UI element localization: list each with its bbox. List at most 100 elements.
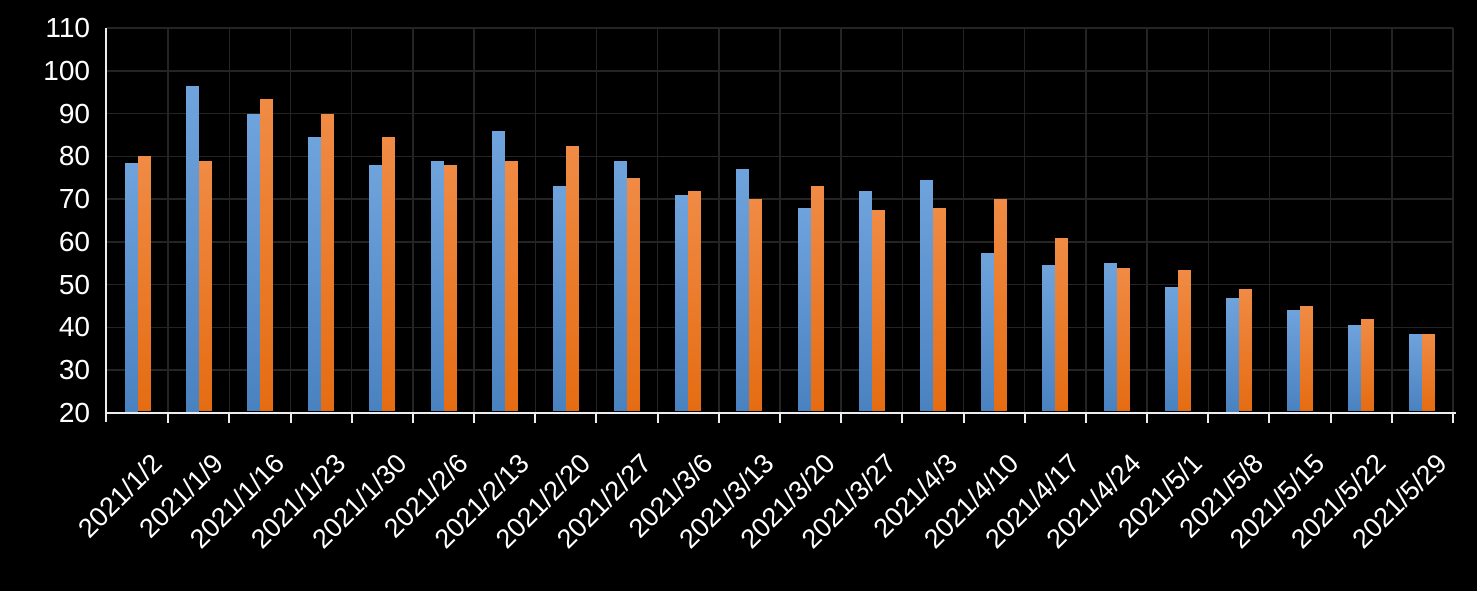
x-axis-tick — [1084, 414, 1087, 423]
bar-blue-series — [919, 179, 933, 412]
bar-orange-series — [688, 190, 702, 412]
x-axis-tick — [228, 414, 231, 423]
bar-blue-series — [1287, 310, 1301, 412]
bar-orange-series — [1177, 269, 1191, 412]
bar-blue-series — [736, 169, 750, 412]
v-gridline — [1391, 28, 1393, 413]
bar-blue-series — [981, 252, 995, 412]
x-axis-tick — [1329, 414, 1332, 423]
x-axis-tick — [595, 414, 598, 423]
x-axis-tick — [656, 414, 659, 423]
bar-orange-series — [749, 199, 763, 412]
v-gridline — [350, 28, 353, 413]
x-axis-tick — [534, 414, 537, 423]
bar-orange-series — [1300, 306, 1314, 412]
bar-orange-series — [443, 164, 457, 412]
y-tick-label: 110 — [45, 12, 90, 43]
y-tick-label: 80 — [58, 140, 90, 172]
x-axis-tick — [840, 414, 843, 423]
bar-blue-series — [1348, 325, 1362, 412]
v-gridline — [228, 28, 231, 413]
bar-orange-series — [198, 160, 212, 412]
bar-orange-series — [994, 199, 1008, 412]
y-tick-label: 70 — [58, 183, 90, 215]
x-axis-tick — [1146, 414, 1149, 423]
bar-blue-series — [552, 186, 566, 412]
v-gridline — [1023, 28, 1026, 413]
bar-blue-series — [1409, 333, 1423, 412]
v-gridline — [595, 28, 598, 413]
v-gridline — [901, 28, 904, 413]
v-gridline — [1329, 28, 1332, 413]
x-axis-tick — [779, 414, 781, 423]
v-gridline — [779, 28, 781, 413]
bar-blue-series — [369, 164, 383, 412]
x-axis-tick — [473, 414, 476, 423]
v-gridline — [718, 28, 720, 413]
v-gridline — [1268, 28, 1271, 413]
v-gridline — [412, 28, 414, 413]
v-gridline — [1085, 28, 1087, 413]
bar-orange-series — [1055, 237, 1069, 412]
bar-orange-series — [504, 160, 518, 412]
bar-blue-series — [430, 160, 444, 412]
x-axis-tick — [350, 414, 353, 423]
bar-orange-series — [137, 156, 151, 412]
bar-blue-series — [1164, 286, 1178, 412]
bar-blue-series — [614, 160, 628, 412]
bar-orange-series — [1361, 318, 1375, 412]
y-tick-label: 100 — [43, 54, 90, 86]
bar-blue-series — [308, 137, 322, 412]
x-axis-tick — [411, 414, 414, 423]
bar-blue-series — [858, 190, 872, 412]
y-tick-label: 60 — [58, 225, 90, 257]
x-axis-tick — [289, 414, 292, 423]
v-gridline — [962, 28, 965, 413]
y-tick-label: 90 — [58, 97, 90, 129]
bar-orange-series — [1116, 267, 1130, 412]
bar-blue-series — [491, 130, 505, 412]
bar-blue-series — [1042, 265, 1056, 412]
bar-blue-series — [246, 113, 260, 412]
x-axis-tick — [1023, 414, 1026, 423]
y-tick-label: 30 — [58, 354, 90, 386]
bar-orange-series — [627, 177, 641, 412]
bar-orange-series — [259, 98, 273, 412]
x-axis-tick — [717, 414, 720, 423]
bar-blue-series — [675, 194, 689, 412]
y-tick-label: 40 — [58, 311, 90, 343]
bar-orange-series — [382, 137, 396, 412]
y-tick-label: 20 — [58, 397, 90, 428]
bar-orange-series — [932, 207, 946, 412]
v-gridline — [656, 28, 659, 413]
y-axis-line — [104, 28, 107, 422]
x-axis-tick — [1268, 414, 1271, 423]
bar-orange-series — [1422, 333, 1436, 412]
v-gridline — [167, 28, 169, 413]
v-gridline — [289, 28, 292, 413]
v-gridline — [1207, 28, 1210, 413]
v-gridline — [473, 28, 475, 413]
bar-blue-series — [797, 207, 811, 412]
bar-orange-series — [810, 186, 824, 412]
bar-orange-series — [871, 209, 885, 412]
v-gridline — [1146, 28, 1148, 413]
y-tick-label: 50 — [58, 268, 90, 300]
bar-blue-series — [1225, 297, 1239, 412]
bar-orange-series — [565, 145, 579, 412]
bar-blue-series — [124, 162, 138, 412]
bar-blue-series — [185, 85, 199, 412]
x-axis-tick — [901, 414, 904, 423]
x-axis-tick — [167, 414, 170, 423]
v-gridline — [840, 28, 842, 413]
x-axis-tick — [962, 414, 965, 423]
bar-orange-series — [321, 113, 335, 412]
x-axis-line — [104, 411, 1456, 414]
bar-orange-series — [1238, 288, 1252, 412]
x-axis-tick — [1452, 414, 1454, 423]
v-gridline — [1452, 28, 1454, 413]
v-gridline — [534, 28, 537, 413]
x-axis-tick — [1390, 414, 1393, 423]
x-axis-tick — [1207, 414, 1210, 423]
